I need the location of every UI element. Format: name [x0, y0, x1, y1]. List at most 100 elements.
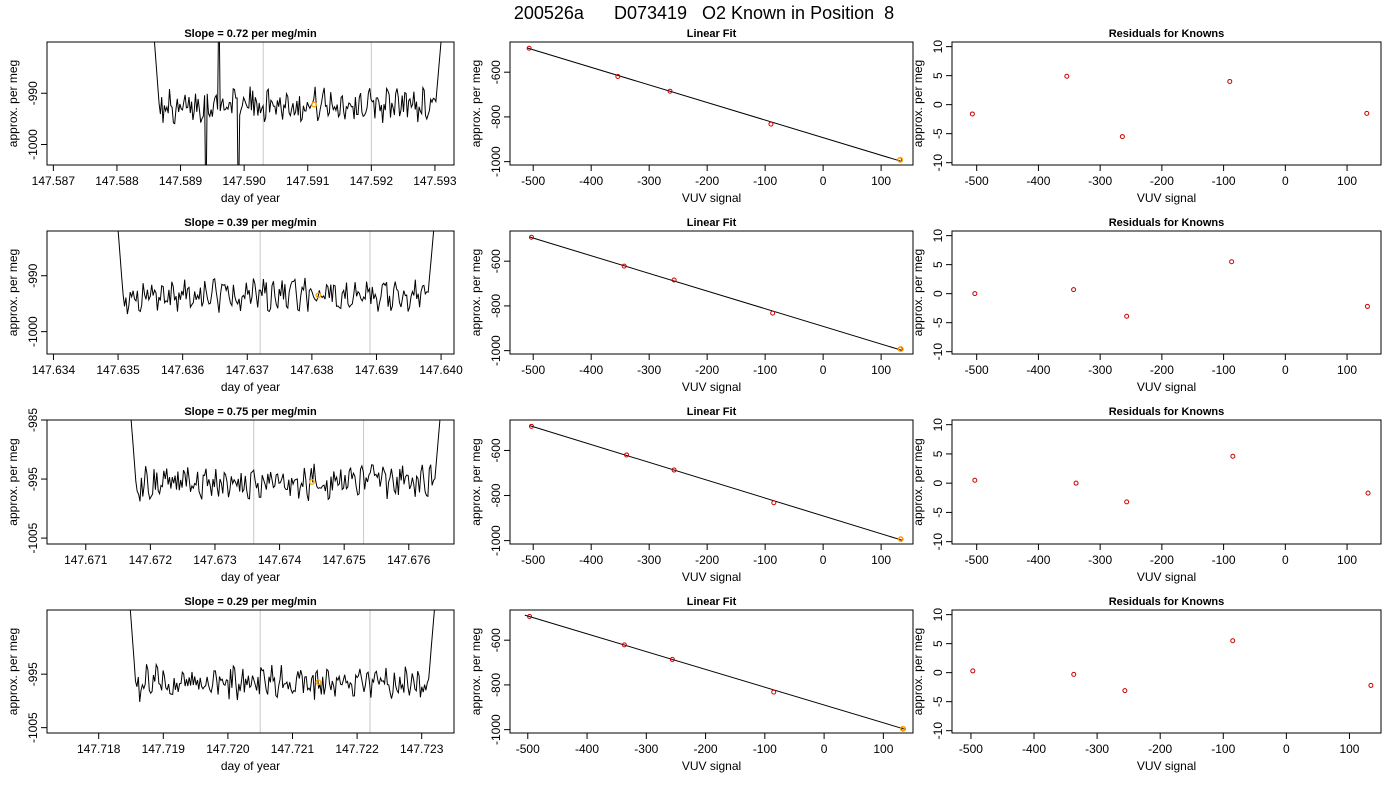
x-tick-label: 100: [871, 363, 891, 377]
resid-row-2-panel: -500 -400 -300 -200 -100 0 100 10 5 0 -5 -10 Residua…: [911, 217, 1382, 394]
sample-marker: [897, 346, 904, 353]
resid-row-3-panel: -500 -400 -300 -200 -100 0 100 10 5 0 -5 -10 Residua…: [911, 406, 1382, 584]
x-tick-label: 147.640: [419, 363, 463, 377]
panel-title: Linear Fit: [687, 596, 737, 608]
y-tick-label: -5: [931, 507, 945, 518]
x-axis-label: day of year: [221, 380, 280, 394]
data-point: [621, 263, 627, 269]
x-tick-label: 147.589: [159, 174, 203, 188]
y-axis-label: approx. per meg: [911, 60, 925, 147]
x-tick-label: 0: [1283, 742, 1290, 756]
data-point: [771, 689, 777, 695]
y-tick-label: -995: [26, 662, 40, 686]
x-tick-label: 147.587: [32, 174, 76, 188]
fit-line: [527, 47, 901, 162]
y-tick-label: -1000: [26, 129, 40, 160]
data-trace-line: [129, 610, 435, 702]
x-tick-label: -300: [637, 363, 661, 377]
x-axis-label: VUV signal: [682, 759, 741, 773]
x-tick-label: 100: [1339, 742, 1359, 756]
data-trace-line: [153, 42, 442, 165]
data-point: [770, 310, 776, 316]
y-tick-label: 0: [931, 101, 945, 108]
y-tick-label: -5: [931, 128, 945, 139]
data-point: [621, 642, 627, 648]
x-tick-label: -400: [575, 742, 599, 756]
y-tick-label: -600: [489, 60, 503, 84]
figure-title: 200526a D073419 O2 Known in Position 8: [514, 3, 894, 23]
data-point: [1071, 671, 1077, 677]
fit-row-3-panel: -500 -400 -300 -200 -100 0 100-600-800-1000Lin…: [469, 406, 914, 584]
x-tick-label: -300: [1088, 553, 1112, 567]
x-tick-label: 0: [820, 363, 827, 377]
y-tick-label: -600: [489, 249, 503, 273]
data-point: [528, 234, 534, 240]
x-tick-label: 0: [821, 742, 828, 756]
x-tick-label: 147.672: [129, 553, 173, 567]
fit-line: [529, 236, 902, 351]
data-point: [1364, 110, 1370, 116]
y-tick-label: -990: [26, 81, 40, 105]
panel-title: Slope = 0.29 per meg/min: [184, 596, 317, 608]
x-tick-label: -500: [516, 742, 540, 756]
y-axis-label: approx. per meg: [6, 249, 20, 336]
fit-row-4-panel: -500 -400 -300 -200 -100 0 100-600-800-1000Lin…: [469, 596, 914, 773]
y-tick-label: -1000: [489, 714, 503, 745]
y-tick-label: -1000: [489, 146, 503, 177]
x-tick-label: 147.719: [142, 742, 186, 756]
y-axis-label: approx. per meg: [469, 438, 483, 525]
plot-frame: [509, 609, 914, 734]
x-tick-label: 147.634: [32, 363, 76, 377]
plot-frame: [46, 230, 455, 355]
timeseries-row-1-plot-area: [153, 42, 442, 165]
x-tick-label: 100: [871, 553, 891, 567]
x-tick-label: 0: [820, 174, 827, 188]
data-point: [768, 121, 774, 127]
x-tick-label: -500: [521, 553, 545, 567]
x-tick-label: 147.591: [286, 174, 330, 188]
plot-frame: [509, 41, 914, 166]
x-tick-label: 0: [820, 553, 827, 567]
x-tick-label: -500: [965, 363, 989, 377]
data-point: [667, 88, 673, 94]
x-tick-label: -200: [695, 363, 719, 377]
x-axis-label: VUV signal: [682, 191, 741, 205]
x-tick-label: 147.675: [322, 553, 366, 567]
panel-title: Linear Fit: [687, 28, 737, 40]
x-tick-label: -300: [637, 174, 661, 188]
y-tick-label: -10: [931, 533, 945, 551]
data-point: [1364, 303, 1370, 309]
panel-title: Residuals for Knowns: [1109, 28, 1225, 40]
y-tick-label: -1005: [26, 712, 40, 743]
x-tick-label: -200: [1150, 363, 1174, 377]
panel-title: Linear Fit: [687, 217, 737, 229]
x-tick-label: -300: [1088, 363, 1112, 377]
x-tick-label: -100: [753, 363, 777, 377]
sample-marker: [897, 536, 904, 542]
x-axis-label: VUV signal: [1137, 191, 1196, 205]
timeseries-row-3-plot-area: [130, 420, 441, 544]
x-tick-label: -200: [1150, 553, 1174, 567]
x-axis-label: VUV signal: [1137, 570, 1196, 584]
x-tick-label: -200: [1150, 174, 1174, 188]
panel-title: Residuals for Knowns: [1109, 406, 1225, 418]
resid-row-1-plot-area: [969, 73, 1370, 140]
x-tick-label: -200: [695, 553, 719, 567]
x-tick-label: 147.638: [290, 363, 334, 377]
y-tick-label: 10: [931, 608, 945, 622]
x-tick-label: -100: [1211, 742, 1235, 756]
fit-line: [524, 614, 905, 730]
fit-row-1-panel: -500 -400 -300 -200 -100 0 100-600-800-1000Lin…: [469, 28, 914, 205]
x-tick-label: 147.593: [413, 174, 457, 188]
x-tick-label: -500: [521, 363, 545, 377]
y-tick-label: -800: [489, 483, 503, 507]
x-tick-label: 147.635: [96, 363, 140, 377]
resid-row-4-panel: -500 -400 -300 -200 -100 0 100 10 5 0 -5 -10 Residua…: [911, 596, 1382, 773]
resid-row-4-plot-area: [970, 638, 1374, 694]
plot-frame: [509, 230, 914, 355]
x-tick-label: 147.636: [161, 363, 205, 377]
data-trace-line: [117, 231, 435, 315]
x-tick-label: -500: [965, 174, 989, 188]
fit-line: [529, 425, 903, 541]
